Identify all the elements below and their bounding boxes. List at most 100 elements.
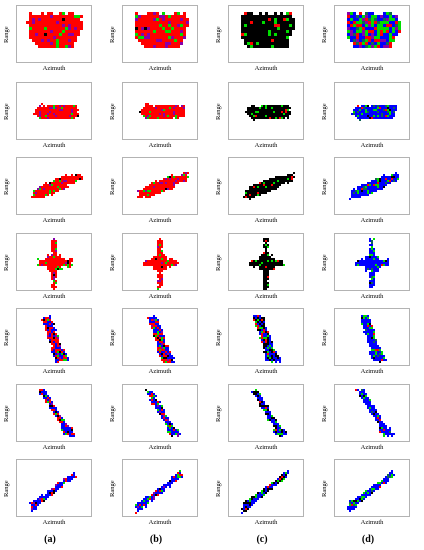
pixel [39,260,41,262]
pixel [169,480,171,482]
pixel [45,194,47,196]
pixel [51,268,53,270]
pixel [162,45,165,48]
pixel [283,115,285,117]
pixel [63,113,65,115]
pixel [277,180,279,182]
pixel [44,42,47,45]
pixel [375,417,377,419]
pixel [181,105,183,107]
pixel [356,36,359,39]
pixel [269,264,271,266]
pixel [265,347,267,349]
pixel [359,117,361,119]
pixel [285,105,287,107]
pixel [377,256,379,258]
pixel [145,260,147,262]
pixel [250,21,253,24]
pixel [273,264,275,266]
pixel [245,506,247,508]
pixel [151,323,153,325]
pixel [35,196,37,198]
pixel [29,502,31,504]
pixel [393,174,395,176]
pixel [368,15,371,18]
pixel [165,33,168,36]
pixel [280,27,283,30]
pixel [269,107,271,109]
pixel [269,115,271,117]
pixel [251,111,253,113]
pixel [53,345,55,347]
pixel [75,174,77,176]
pixel [383,482,385,484]
pixel [41,262,43,264]
panel-image [334,308,410,366]
pixel [49,323,51,325]
pixel [373,254,375,256]
pixel [153,494,155,496]
pixel [247,113,249,115]
pixel [49,399,51,401]
pixel [367,117,369,119]
pixel [141,42,144,45]
target-scatter-image [349,172,399,200]
pixel [159,333,161,335]
pixel [265,266,267,268]
pixel [365,393,367,395]
pixel [383,359,385,361]
pixel [35,500,37,502]
pixel [371,21,374,24]
pixel [359,196,361,198]
pixel [151,182,153,184]
pixel [43,115,45,117]
pixel [145,194,147,196]
pixel [153,111,155,113]
pixel [265,345,267,347]
pixel [392,39,395,42]
pixel [149,186,151,188]
pixel [353,188,355,190]
pixel [81,178,83,180]
pixel [363,325,365,327]
pixel [171,39,174,42]
pixel [375,186,377,188]
pixel [38,18,41,21]
pixel [61,417,63,419]
pixel [157,192,159,194]
pixel [362,36,365,39]
pixel [169,113,171,115]
pixel [37,500,39,502]
pixel [381,109,383,111]
pixel [363,317,365,319]
pixel [383,431,385,433]
pixel [353,192,355,194]
pixel [177,105,179,107]
pixel [379,178,381,180]
pixel [368,39,371,42]
panel-r3-c1: Range Azimuth [0,154,106,230]
pixel [371,192,373,194]
pixel [151,194,153,196]
pixel [253,119,255,121]
pixel [285,431,287,433]
target-scatter-image [137,172,189,198]
pixel [161,254,163,256]
pixel [251,262,253,264]
pixel [165,109,167,111]
pixel [171,113,173,115]
pixel [265,260,267,262]
pixel [175,264,177,266]
pixel [56,27,59,30]
pixel [373,264,375,266]
pixel [389,33,392,36]
pixel [177,429,179,431]
pixel [347,33,350,36]
pixel [139,192,141,194]
pixel [51,321,53,323]
pixel [363,184,365,186]
pixel [377,188,379,190]
pixel [259,36,262,39]
pixel [171,107,173,109]
pixel [383,186,385,188]
